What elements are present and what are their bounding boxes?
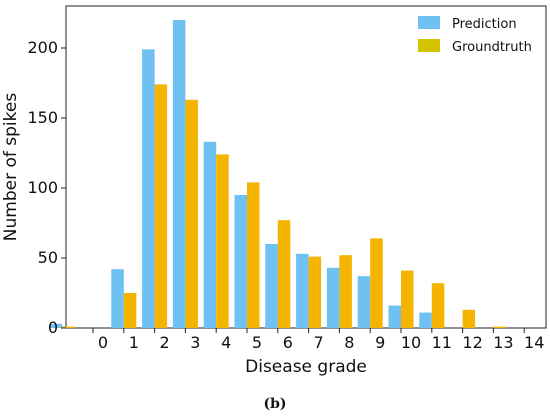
y-tick-label-100: 100: [27, 178, 58, 197]
bar-groundtruth-12: [462, 309, 476, 328]
legend-swatch-groundtruth: [418, 39, 440, 52]
bar-prediction-10: [388, 305, 401, 328]
bar-prediction-1: [111, 269, 124, 328]
bar-groundtruth-10: [401, 270, 414, 328]
bar-prediction-8: [326, 267, 340, 328]
bar-groundtruth-7: [308, 256, 322, 328]
x-tick-label-11: 11: [432, 333, 452, 352]
y-tick-label-0: 0: [48, 318, 58, 337]
y-axis-label: Number of spikes: [1, 93, 21, 242]
x-tick-label-1: 1: [129, 333, 139, 352]
bar-prediction-5: [234, 195, 247, 328]
bar-groundtruth-13: [493, 326, 506, 328]
x-tick-label-13: 13: [493, 333, 513, 352]
x-tick-label-6: 6: [283, 333, 293, 352]
bar-prediction-3: [172, 20, 186, 328]
bar-prediction-4: [203, 141, 217, 328]
bar-groundtruth-9: [370, 238, 383, 328]
x-axis-label: Disease grade: [245, 357, 367, 377]
figure-caption: (b): [0, 396, 550, 412]
bars: [49, 20, 506, 329]
x-tick-label-3: 3: [190, 333, 200, 352]
bar-groundtruth-5: [247, 182, 260, 328]
x-tick-label-0: 0: [98, 333, 108, 352]
legend-label-prediction: Prediction: [452, 17, 517, 32]
bar-groundtruth-11: [431, 283, 445, 328]
bar-prediction-2: [142, 49, 155, 329]
bar-prediction-9: [357, 276, 371, 328]
bar-prediction-6: [265, 244, 278, 328]
bar-groundtruth-4: [216, 154, 229, 328]
x-axis: 0 1 2 3 4 5 6 7 8 9 10 11 12 13 14: [92, 328, 544, 352]
caption-text: (b): [263, 396, 287, 412]
bar-groundtruth-1: [123, 293, 137, 328]
x-tick-label-10: 10: [401, 333, 421, 352]
x-tick-label-8: 8: [344, 333, 354, 352]
x-tick-label-14: 14: [524, 333, 544, 352]
y-axis: 0 50 100 150 200: [27, 38, 66, 337]
x-tick-label-5: 5: [252, 333, 262, 352]
bar-prediction-11: [419, 312, 432, 328]
legend-swatch-prediction: [418, 16, 440, 29]
x-tick-label-12: 12: [462, 333, 482, 352]
x-tick-label-4: 4: [221, 333, 231, 352]
bar-prediction-7: [296, 253, 309, 328]
x-tick-label-7: 7: [314, 333, 324, 352]
bar-groundtruth-6: [277, 220, 291, 328]
bar-groundtruth-2: [154, 84, 168, 329]
legend: Prediction Groundtruth: [418, 16, 532, 55]
x-tick-label-2: 2: [160, 333, 170, 352]
bar-groundtruth-extra: [62, 326, 75, 328]
x-tick-label-9: 9: [375, 333, 385, 352]
y-tick-label-50: 50: [38, 248, 58, 267]
bar-groundtruth-3: [185, 99, 198, 328]
bar-prediction-extra: [49, 323, 63, 328]
y-tick-label-200: 200: [27, 38, 58, 57]
bar-groundtruth-8: [339, 255, 352, 328]
legend-label-groundtruth: Groundtruth: [452, 40, 532, 55]
y-tick-label-150: 150: [27, 108, 58, 127]
